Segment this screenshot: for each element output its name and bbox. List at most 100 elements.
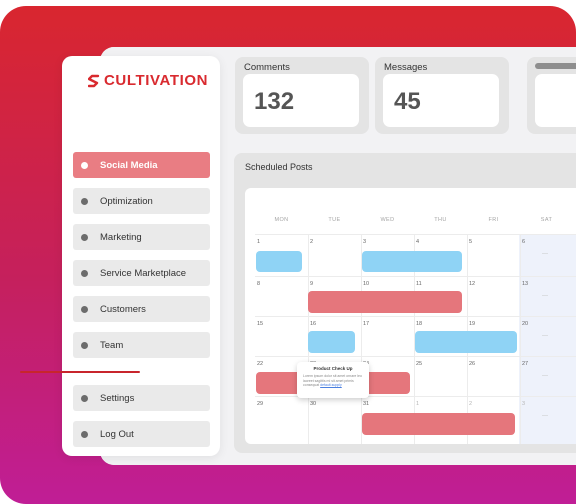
- popup-body: Lorem ipsum dolor sit amet ornare leo la…: [303, 374, 363, 388]
- calendar-day-number[interactable]: 16: [310, 321, 317, 327]
- sidebar-item-label: Customers: [100, 303, 146, 315]
- sidebar-item-label: Log Out: [100, 428, 134, 440]
- day-header: MON: [274, 217, 289, 223]
- grid-line: [361, 234, 362, 444]
- grid-line: [520, 234, 521, 444]
- bullet-icon: [81, 305, 88, 313]
- sidebar-item-social-media[interactable]: Social Media: [73, 152, 210, 178]
- stat-title-placeholder: [535, 63, 576, 69]
- calendar-day-number[interactable]: 13: [522, 281, 529, 287]
- sidebar-item-settings[interactable]: Settings: [73, 385, 210, 411]
- calendar-day-number[interactable]: 17: [363, 321, 370, 327]
- stat-value: 45: [394, 88, 421, 115]
- calendar-day-number[interactable]: 4: [416, 239, 420, 245]
- calendar-day-number[interactable]: 10: [363, 281, 370, 287]
- calendar-day-number[interactable]: 3: [522, 401, 526, 407]
- sidebar-item-label: Settings: [100, 392, 135, 404]
- event-popup[interactable]: Product Check Up Lorem ipsum dolor sit a…: [297, 362, 369, 398]
- calendar-day-number[interactable]: 2: [310, 239, 314, 245]
- calendar-day-number[interactable]: 1: [416, 401, 420, 407]
- bullet-icon: [81, 430, 88, 438]
- sidebar-item-label: Optimization: [100, 195, 153, 207]
- calendar-day-number[interactable]: 15: [257, 321, 264, 327]
- stat-value: 132: [254, 88, 295, 115]
- calendar-day-number[interactable]: 26: [469, 361, 476, 367]
- sidebar-item-team[interactable]: Team: [73, 332, 210, 358]
- sidebar-item-optimization[interactable]: Optimization: [73, 188, 210, 214]
- calendar-event[interactable]: [362, 251, 462, 272]
- calendar-day-number[interactable]: 25: [416, 361, 423, 367]
- calendar-event[interactable]: [308, 291, 462, 313]
- calendar-day-number[interactable]: 12: [469, 281, 476, 287]
- sidebar-item-log-out[interactable]: Log Out: [73, 421, 210, 447]
- stat-card-partial: [527, 57, 576, 134]
- stat-value-box: 45: [383, 74, 499, 127]
- calendar-day-number[interactable]: 1: [257, 239, 261, 245]
- popup-link[interactable]: default.supply: [320, 383, 342, 387]
- calendar-day-number[interactable]: 27: [522, 361, 529, 367]
- calendar-day-number[interactable]: 11: [416, 281, 422, 287]
- stat-title: Comments: [244, 62, 290, 73]
- day-header: THU: [434, 217, 447, 223]
- sidebar-item-label: Social Media: [100, 159, 158, 171]
- day-header: TUE: [328, 217, 341, 223]
- bullet-icon: [81, 394, 88, 402]
- logo: CULTIVATION: [88, 72, 208, 89]
- calendar-day-number[interactable]: 29: [257, 401, 264, 407]
- stat-card-comments: Comments 132: [235, 57, 369, 134]
- bullet-icon: [81, 161, 88, 169]
- bullet-icon: [81, 269, 88, 277]
- sidebar-item-label: Team: [100, 339, 124, 351]
- calendar-event[interactable]: [308, 331, 355, 353]
- logo-icon: [88, 74, 100, 87]
- day-header: WED: [380, 217, 395, 223]
- popup-title: Product Check Up: [313, 366, 353, 371]
- sidebar-item-service-marketplace[interactable]: Service Marketplace: [73, 260, 210, 286]
- day-header: SAT: [540, 217, 553, 223]
- scheduled-posts-title: Scheduled Posts: [245, 162, 313, 172]
- stat-card-messages: Messages 45: [375, 57, 509, 134]
- calendar-day-number[interactable]: 6: [522, 239, 526, 245]
- weekend-column: [519, 234, 576, 444]
- calendar-day-number[interactable]: 19: [469, 321, 476, 327]
- empty-slot-marker: —: [542, 251, 548, 257]
- bullet-icon: [81, 341, 88, 349]
- calendar-day-number[interactable]: 30: [310, 401, 317, 407]
- sidebar-item-customers[interactable]: Customers: [73, 296, 210, 322]
- popup-text: Lorem ipsum dolor sit amet ornare leo la…: [303, 374, 362, 387]
- calendar-day-number[interactable]: 5: [469, 239, 473, 245]
- calendar-day-number[interactable]: 20: [522, 321, 529, 327]
- empty-slot-marker: —: [542, 373, 548, 379]
- calendar-day-number[interactable]: 22: [257, 361, 264, 367]
- bullet-icon: [81, 197, 88, 205]
- grid-line: [255, 276, 576, 277]
- calendar-day-number[interactable]: 31: [363, 401, 370, 407]
- empty-slot-marker: —: [542, 333, 548, 339]
- grid-line: [255, 396, 576, 397]
- empty-slot-marker: —: [542, 413, 548, 419]
- calendar-event[interactable]: [362, 413, 515, 435]
- sidebar-item-label: Service Marketplace: [100, 267, 187, 279]
- brand-name: CULTIVATION: [104, 72, 209, 89]
- calendar-day-number[interactable]: 8: [257, 281, 261, 287]
- calendar-day-number[interactable]: 18: [416, 321, 423, 327]
- bullet-icon: [81, 233, 88, 241]
- stat-value-box: [535, 74, 576, 127]
- grid-line: [255, 356, 576, 357]
- calendar-day-number[interactable]: 9: [310, 281, 314, 287]
- calendar: MON TUE WED THU FRI SAT 1 2 3 4 5 6—8 9 10 11 12 13—15 16…: [245, 188, 576, 444]
- grid-line: [255, 234, 576, 235]
- sidebar-item-label: Marketing: [100, 231, 142, 243]
- sidebar-item-marketing[interactable]: Marketing: [73, 224, 210, 250]
- empty-slot-marker: —: [542, 293, 548, 299]
- sidebar-divider: [20, 371, 140, 373]
- calendar-day-number[interactable]: 2: [469, 401, 473, 407]
- scheduled-posts-panel: Scheduled Posts MON TUE WED THU FRI SAT 1 2 3 4 5 6…: [234, 153, 576, 453]
- stat-value-box: 132: [243, 74, 359, 127]
- calendar-day-number[interactable]: 3: [363, 239, 367, 245]
- grid-line: [255, 316, 576, 317]
- grid-line: [414, 234, 415, 444]
- stat-title: Messages: [384, 62, 428, 73]
- calendar-event[interactable]: [256, 251, 302, 272]
- calendar-event[interactable]: [415, 331, 517, 353]
